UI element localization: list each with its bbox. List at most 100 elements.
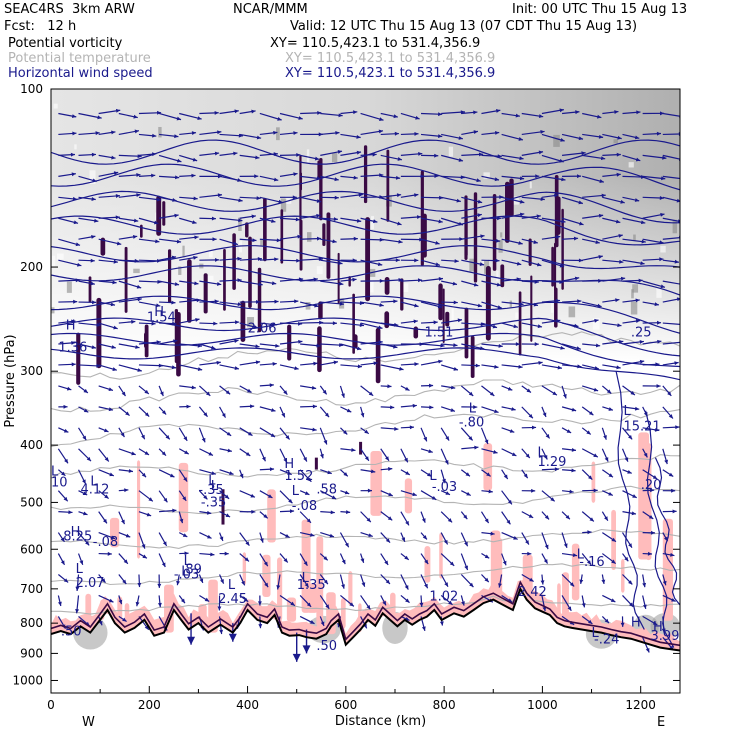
- wind-speed-contour: [51, 163, 680, 191]
- wind-vector: [622, 133, 640, 140]
- contour-label: H: [154, 305, 164, 320]
- upper-shading-cell: [656, 288, 662, 298]
- y-tick-label: 800: [20, 616, 43, 630]
- valid-label: Valid: 12 UTC Thu 15 Aug 13 (07 CDT Thu …: [290, 19, 638, 34]
- wind-vector: [157, 595, 162, 608]
- wind-vector: [179, 112, 202, 121]
- wind-vector: [460, 574, 474, 588]
- wind-vector: [219, 385, 231, 395]
- wind-vector: [279, 364, 299, 371]
- wind-vector: [178, 490, 187, 502]
- wind-vector: [77, 553, 84, 566]
- wind-vector: [279, 427, 291, 440]
- wind-vector: [602, 364, 621, 370]
- wind-vector: [259, 406, 276, 412]
- wind-vector: [199, 360, 221, 366]
- wind-vector: [118, 448, 136, 456]
- wind-vector: [199, 257, 220, 262]
- wind-vector: [521, 150, 544, 156]
- upper-shading-cell: [316, 266, 323, 275]
- wind-vector: [199, 343, 216, 350]
- wind-vector: [98, 154, 116, 160]
- wind-vector: [360, 361, 378, 366]
- wind-vector: [501, 175, 525, 181]
- wind-vector: [642, 406, 648, 417]
- x-tick-label: 400: [236, 698, 259, 712]
- wind-vector: [299, 553, 308, 567]
- contour-label: 2.06: [248, 321, 277, 336]
- wind-vector: [561, 552, 578, 558]
- wind-vector: [57, 553, 66, 566]
- wind-vector: [582, 213, 604, 219]
- wind-vector: [481, 301, 503, 309]
- wind-vector: [279, 490, 293, 504]
- wind-vector: [461, 152, 484, 157]
- wind-vector: [602, 532, 617, 543]
- wind-vector: [501, 259, 522, 266]
- wind-vector: [562, 468, 576, 473]
- contour-label: 3.99: [651, 629, 680, 644]
- upper-shading-cell: [53, 103, 58, 109]
- wind-vector: [380, 532, 391, 544]
- wind-vector: [561, 151, 586, 156]
- wind-vector: [419, 595, 424, 607]
- wind-vector: [219, 278, 242, 283]
- wind-vector: [302, 629, 311, 654]
- wind-vector: [581, 553, 592, 565]
- wind-vector: [138, 406, 150, 417]
- wind-vector: [400, 403, 417, 408]
- wind-vector: [582, 254, 603, 261]
- wind-vector: [602, 259, 624, 264]
- wind-vector: [621, 448, 629, 462]
- wind-vector: [440, 511, 453, 523]
- wind-vector: [460, 511, 468, 520]
- wind-vector: [78, 300, 97, 305]
- wind-vector: [380, 131, 399, 136]
- wind-vector: [400, 594, 410, 604]
- x-tick-label: 0: [47, 698, 55, 712]
- wind-vector: [179, 280, 199, 286]
- wind-vector: [138, 321, 156, 326]
- wind-vector: [662, 297, 680, 303]
- upper-shading-cell: [496, 270, 499, 282]
- wind-vector: [118, 217, 139, 223]
- wind-vector: [481, 216, 502, 221]
- wind-vector: [642, 154, 667, 160]
- wind-vector: [320, 150, 343, 156]
- wind-vector: [602, 406, 614, 411]
- wind-vector: [460, 595, 465, 606]
- theta-contour: [51, 528, 680, 549]
- wind-vector: [541, 364, 563, 370]
- wind-vector: [77, 469, 87, 485]
- wind-vector: [138, 448, 150, 456]
- wind-vector: [138, 511, 152, 517]
- wind-vector: [219, 175, 242, 183]
- upper-shading-cell: [51, 255, 56, 268]
- wind-vector: [642, 488, 655, 493]
- wind-vector: [158, 154, 182, 163]
- wind-vector: [501, 490, 513, 505]
- wind-vector: [58, 319, 76, 324]
- contour-label: L: [181, 565, 189, 580]
- wind-vector: [561, 595, 572, 612]
- wind-vector: [622, 427, 633, 440]
- wind-vector: [420, 553, 429, 565]
- contour-label: -.08: [93, 535, 118, 550]
- wind-vector: [259, 553, 269, 567]
- wind-vector: [219, 511, 231, 518]
- wind-vector: [78, 217, 99, 223]
- contour-label: 2.45: [218, 592, 247, 607]
- wind-vector: [178, 595, 186, 604]
- wind-vector: [199, 237, 217, 242]
- wind-vector: [219, 364, 240, 371]
- wind-vector: [320, 131, 340, 136]
- wind-vector: [642, 427, 660, 432]
- wind-vector: [157, 574, 162, 588]
- contour-label: -.24: [594, 633, 619, 648]
- wind-vector: [58, 259, 82, 267]
- wind-vector: [582, 318, 599, 324]
- wind-vector: [98, 427, 109, 433]
- wind-vector: [159, 238, 182, 244]
- wind-vector: [501, 277, 521, 282]
- upper-shading-cell: [613, 139, 618, 144]
